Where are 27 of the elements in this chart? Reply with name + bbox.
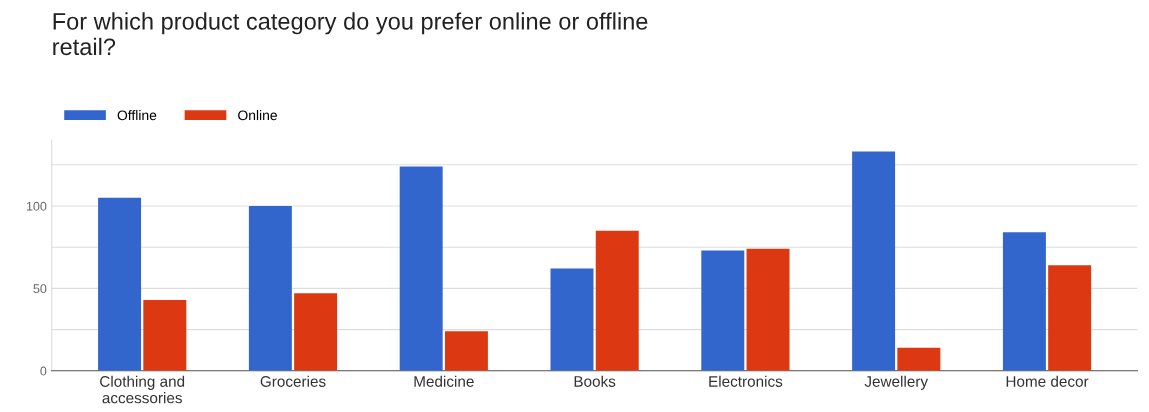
legend-label: Online xyxy=(238,110,277,121)
x-tick-label: Groceries xyxy=(260,375,326,387)
y-tick-label: 50 xyxy=(33,284,47,294)
bar xyxy=(897,347,941,371)
bar xyxy=(1048,265,1092,371)
bar xyxy=(1002,232,1046,371)
bar xyxy=(746,248,790,371)
bar xyxy=(852,151,896,371)
legend-label: Offline xyxy=(117,110,157,121)
x-tick-label: Clothing and accessories xyxy=(100,375,185,404)
x-tick-label: Electronics xyxy=(709,375,783,387)
bar xyxy=(550,268,594,371)
bar xyxy=(399,166,443,371)
y-tick-label: 0 xyxy=(40,366,47,376)
x-tick-label: Jewellery xyxy=(864,375,929,390)
bar xyxy=(143,299,187,371)
bar xyxy=(294,293,338,371)
x-tick-label: Medicine xyxy=(414,375,474,387)
x-tick-label: Books xyxy=(574,375,616,387)
bar xyxy=(98,197,142,371)
y-tick-label: 100 xyxy=(26,201,47,211)
x-tick-label: Home decor xyxy=(1006,375,1089,387)
bar xyxy=(701,250,745,371)
chart-title: For which product category do you prefer online or offline retail? xyxy=(53,12,648,56)
bar xyxy=(595,230,639,371)
bar xyxy=(248,206,292,371)
bar xyxy=(444,331,488,371)
